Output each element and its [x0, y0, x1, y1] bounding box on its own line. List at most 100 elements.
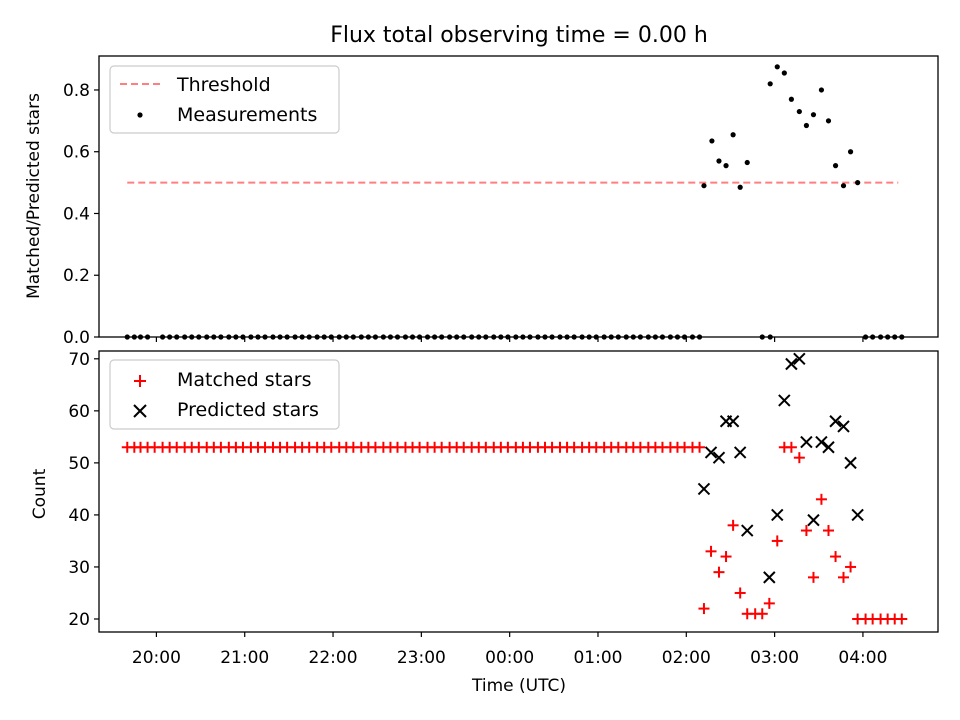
bottom-x-tick-label: 22:00 [309, 648, 358, 668]
measurement-point [781, 70, 787, 76]
predicted-stars-point [712, 451, 726, 464]
matched-stars-point [793, 452, 805, 464]
measurements-legend-swatch [137, 112, 143, 118]
matched-stars-legend-label: Matched stars [177, 369, 311, 391]
matched-stars-point [713, 566, 725, 578]
predicted-stars-point [851, 508, 864, 522]
matched-stars-point [705, 545, 717, 557]
top-plot-area [124, 64, 905, 340]
matched-stars-point [807, 571, 819, 583]
measurements-legend-label: Measurements [177, 104, 317, 126]
bottom-x-tick-label: 04:00 [838, 648, 887, 668]
bottom-y-tick-label: 30 [68, 558, 90, 578]
measurement-point [788, 96, 794, 102]
bottom-x-axis: 20:00 21:00 22:00 23:00 00:00 01:00 02:00 03:00… [132, 632, 887, 668]
matched-stars-point [785, 441, 797, 453]
top-y-tick-label: 0.6 [63, 143, 90, 163]
x-axis-label: Time (UTC) [471, 676, 566, 696]
measurement-point [847, 149, 854, 155]
top-y-axis-label: Matched/Predicted stars [24, 93, 44, 299]
bottom-y-axis-label: Count [30, 468, 50, 519]
top-y-tick-label: 0.0 [63, 328, 90, 348]
predicted-stars-legend-swatch [133, 404, 147, 418]
matched-stars-point [896, 613, 908, 625]
predicted-stars-point [793, 352, 806, 366]
predicted-stars-legend-label: Predicted stars [177, 399, 319, 421]
matched-stars-point [694, 441, 706, 453]
measurement-point [840, 183, 847, 189]
measurement-point [810, 112, 817, 118]
bottom-y-tick-label: 20 [68, 610, 90, 630]
matched-stars-point [771, 535, 783, 547]
measurement-point [774, 64, 780, 70]
predicted-stars-point [741, 524, 754, 537]
predicted-stars-point [726, 415, 740, 428]
matched-stars-point [845, 561, 857, 573]
bottom-plot-area [121, 352, 908, 625]
predicted-stars-point [807, 513, 820, 527]
bottom-x-tick-label: 20:00 [132, 648, 181, 668]
measurement-point [730, 132, 736, 138]
bottom-x-tick-label: 01:00 [573, 648, 622, 668]
measurement-point [767, 81, 773, 87]
matched-stars-legend-swatch [134, 375, 146, 387]
bottom-x-tick-label: 23:00 [397, 648, 446, 668]
predicted-stars-point [763, 571, 776, 584]
measurement-point [737, 184, 743, 190]
measurement-point [855, 180, 861, 186]
predicted-stars-point [704, 446, 718, 459]
bottom-y-tick-label: 70 [68, 350, 90, 370]
measurement-point [825, 118, 832, 124]
measurement-point [818, 87, 825, 93]
top-axes-frame [98, 55, 939, 338]
bottom-x-tick-label: 00:00 [485, 648, 534, 668]
bottom-axes-frame [98, 350, 939, 633]
predicted-stars-point [800, 435, 813, 449]
threshold-legend-label: Threshold [176, 74, 271, 96]
measurement-point [744, 159, 750, 166]
bottom-legend: Matched stars Predicted stars [109, 359, 340, 430]
predicted-stars-point [771, 508, 784, 522]
predicted-stars-point [829, 415, 842, 428]
matched-stars-point [815, 493, 827, 505]
measurement-point [803, 122, 810, 129]
predicted-stars-point [697, 482, 711, 496]
predicted-stars-point [778, 394, 791, 407]
matched-stars-point [720, 551, 732, 563]
bottom-x-tick-label: 03:00 [750, 648, 799, 668]
top-y-axis: 0.0 0.2 0.4 0.6 0.8 [63, 81, 99, 348]
predicted-stars-point [837, 420, 850, 433]
matched-stars-point [734, 587, 746, 599]
top-x-axis [155, 337, 864, 342]
bottom-x-tick-label: 21:00 [220, 648, 269, 668]
top-y-tick-label: 0.8 [63, 81, 90, 101]
top-y-tick-label: 0.2 [63, 266, 90, 286]
matched-stars-point [830, 551, 842, 563]
matched-stars-point [763, 597, 775, 609]
predicted-stars-point [785, 357, 798, 371]
measurement-point [701, 183, 707, 189]
matched-stars-point [698, 603, 710, 615]
measurement-point [723, 163, 729, 169]
bottom-y-axis: 20 30 40 50 60 70 [68, 350, 99, 630]
bottom-y-tick-label: 60 [68, 402, 90, 422]
measurement-point [796, 108, 802, 115]
matched-stars-point [756, 608, 768, 620]
predicted-stars-point [815, 435, 828, 449]
bottom-x-tick-label: 02:00 [662, 648, 711, 668]
predicted-stars-point [822, 441, 835, 454]
bottom-y-tick-label: 50 [68, 454, 90, 474]
bottom-y-tick-label: 40 [68, 506, 90, 526]
measurement-point [832, 163, 839, 169]
predicted-stars-point [844, 456, 857, 470]
measurement-point [716, 158, 722, 164]
matched-stars-point [727, 519, 739, 531]
top-y-tick-label: 0.4 [63, 204, 90, 224]
top-legend: Threshold Measurements [109, 65, 340, 134]
matched-stars-point [838, 571, 850, 583]
matched-stars-point [822, 525, 834, 537]
predicted-stars-point [733, 446, 747, 459]
chart-title: Flux total observing time = 0.00 h [330, 23, 708, 48]
measurement-point [709, 138, 715, 144]
